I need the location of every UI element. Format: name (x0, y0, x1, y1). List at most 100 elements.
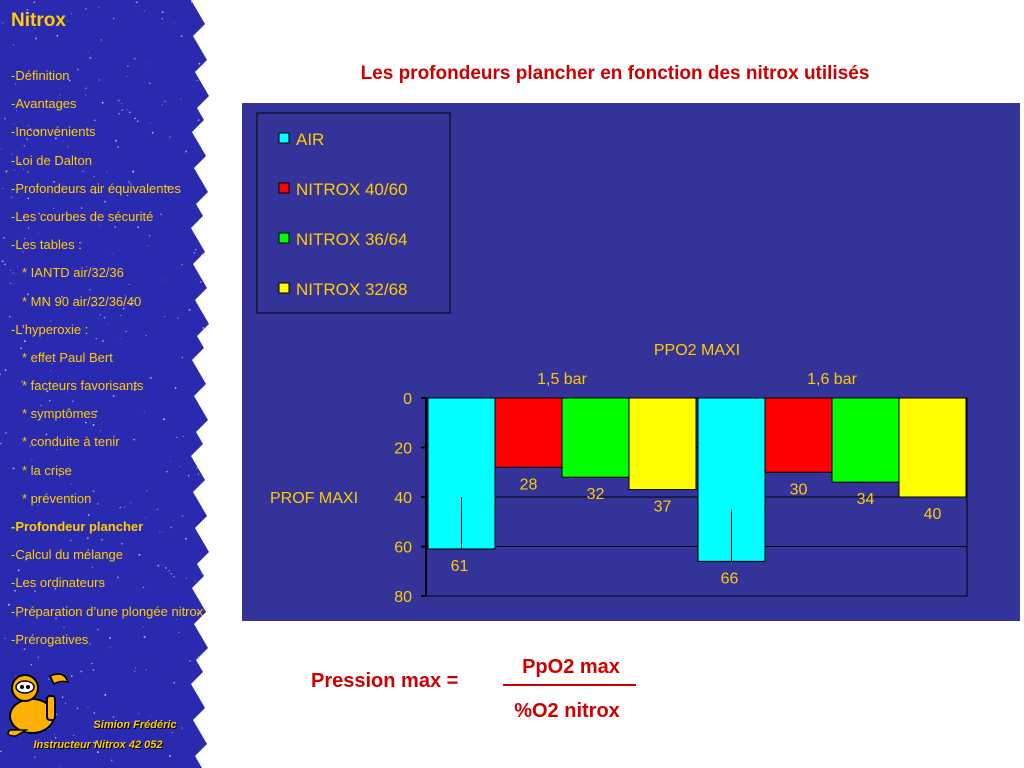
star-dot (55, 737, 57, 739)
star-dot (12, 467, 15, 470)
star-dot (126, 109, 128, 110)
star-dot (98, 6, 100, 8)
star-dot (25, 558, 28, 561)
star-dot (131, 720, 133, 722)
star-dot (197, 685, 200, 687)
star-dot (63, 626, 65, 629)
sidebar-background (0, 0, 209, 768)
star-dot (97, 751, 99, 754)
star-dot (7, 603, 10, 606)
star-dot (98, 191, 101, 194)
star-dot (12, 272, 14, 274)
sidebar-item[interactable]: -L’hyperoxie : (11, 321, 89, 337)
star-dot (109, 647, 111, 649)
star-dot (98, 79, 100, 81)
star-dot (135, 1, 138, 3)
sidebar-item[interactable]: -Préparation d’une plongée nitrox (11, 603, 204, 619)
star-dot (102, 581, 105, 584)
star-dot (8, 315, 11, 318)
star-dot (188, 309, 191, 311)
sidebar-item[interactable]: -Les ordinateurs (11, 575, 105, 591)
star-dot (55, 617, 57, 620)
star-dot (125, 330, 127, 333)
sidebar-item[interactable]: * effet Paul Bert (22, 349, 113, 365)
star-dot (24, 608, 27, 611)
sidebar-item[interactable]: -Profondeurs air équivalentes (11, 180, 181, 196)
star-dot (180, 35, 183, 37)
star-dot (169, 136, 171, 138)
sidebar-item[interactable]: * symptômes (22, 406, 98, 422)
star-dot (82, 170, 84, 173)
star-dot (109, 637, 112, 639)
star-dot (48, 678, 50, 680)
sidebar-item[interactable]: -Les courbes de sécurité (11, 208, 154, 224)
star-dot (196, 79, 198, 82)
star-dot (123, 506, 125, 508)
star-dot (197, 473, 200, 475)
star-dot (104, 200, 106, 203)
star-dot (196, 467, 198, 469)
star-dot (185, 578, 187, 579)
sidebar-item[interactable]: -Définition (11, 68, 70, 83)
star-dot (90, 388, 92, 390)
star-dot (201, 572, 204, 575)
sidebar-item[interactable]: -Loi de Dalton (11, 152, 92, 168)
star-dot (200, 397, 202, 399)
sidebar-item[interactable]: * MN 90 air/32/36/40 (22, 293, 142, 309)
star-dot (124, 294, 126, 296)
star-dot (23, 145, 25, 147)
star-dot (56, 449, 58, 451)
star-dot (80, 670, 83, 673)
sidebar-item[interactable]: -Prérogatives (11, 631, 89, 647)
star-dot (26, 138, 28, 140)
star-dot (173, 23, 175, 25)
sidebar-item[interactable]: -Calcul du mélange (11, 547, 124, 563)
bar (764, 397, 833, 473)
sidebar-item[interactable]: -Avantages (11, 96, 77, 112)
star-dot (76, 707, 79, 710)
legend-swatch (278, 182, 290, 194)
star-dot (170, 526, 172, 529)
star-dot (23, 648, 26, 650)
star-dot (162, 531, 164, 533)
star-dot (59, 766, 61, 768)
sidebar-item[interactable]: * facteurs favorisants (22, 378, 144, 394)
star-dot (199, 281, 202, 283)
y-tick-label: 60 (394, 540, 412, 557)
star-dot (95, 410, 98, 413)
sidebar-item[interactable]: * la crise (22, 462, 72, 478)
star-dot (93, 712, 95, 714)
star-dot (80, 207, 83, 209)
star-dot (200, 493, 202, 495)
sidebar-item[interactable]: -Les tables : (11, 237, 82, 253)
bar (831, 397, 900, 483)
star-dot (166, 471, 168, 473)
formula-denominator: %O2 nitrox (514, 700, 620, 722)
star-dot (142, 586, 145, 589)
star-dot (87, 514, 90, 516)
star-dot (1, 148, 2, 150)
sidebar-item[interactable]: * IANTD air/32/36 (22, 265, 124, 281)
star-dot (45, 268, 47, 270)
star-dot (177, 317, 179, 319)
star-dot (127, 65, 129, 67)
legend-swatch (278, 232, 290, 244)
star-dot (113, 17, 115, 20)
sidebar-item[interactable]: * prévention (22, 490, 92, 506)
sidebar-item[interactable]: * conduite à tenir (22, 434, 120, 450)
sidebar-item[interactable]: -Inconvénients (11, 124, 96, 140)
star-dot (15, 83, 17, 85)
star-dot (91, 662, 93, 665)
author-name: Simion Frédéric (93, 719, 177, 731)
star-dot (100, 39, 102, 41)
star-dot (182, 436, 184, 437)
star-dot (103, 316, 106, 319)
star-dot (2, 22, 4, 24)
star-dot (149, 715, 151, 717)
star-dot (134, 670, 136, 672)
star-dot (162, 418, 165, 421)
star-dot (38, 497, 40, 499)
sidebar-item[interactable]: -Profondeur plancher (11, 519, 144, 534)
star-dot (27, 171, 29, 173)
star-dot (121, 543, 123, 545)
